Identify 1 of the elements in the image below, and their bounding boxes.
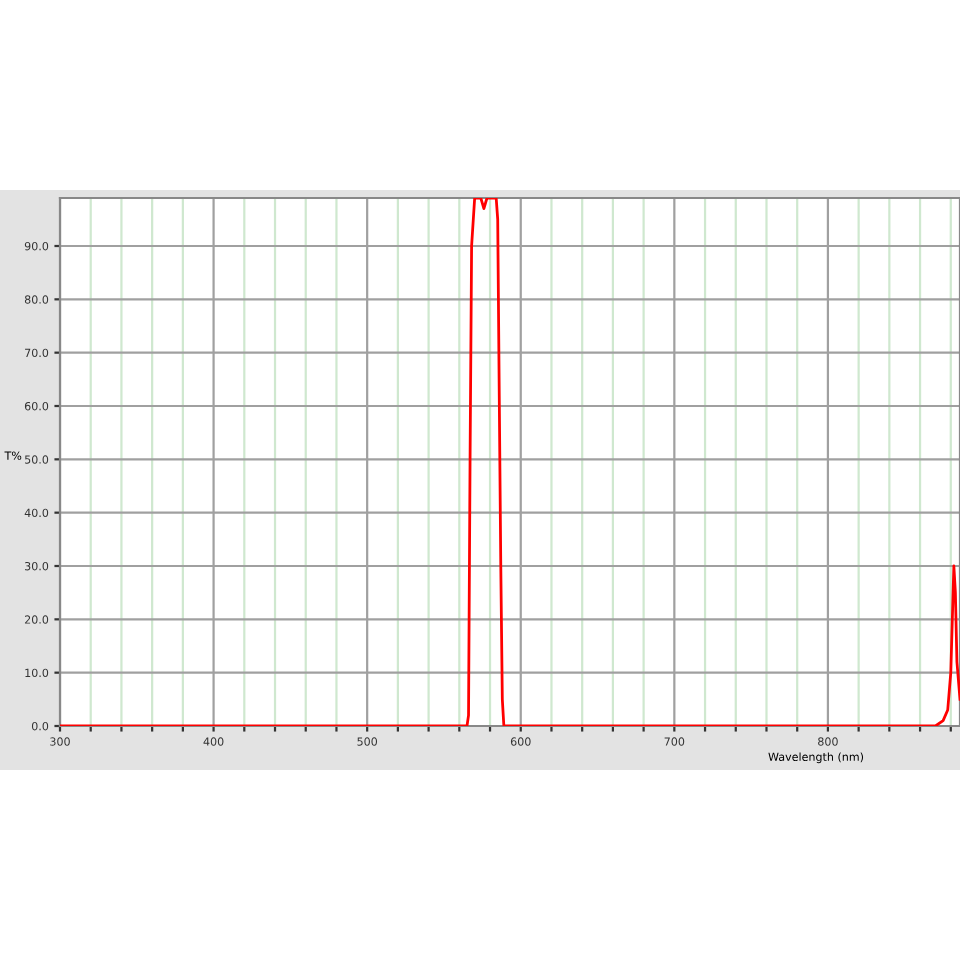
line-series [60, 198, 960, 726]
